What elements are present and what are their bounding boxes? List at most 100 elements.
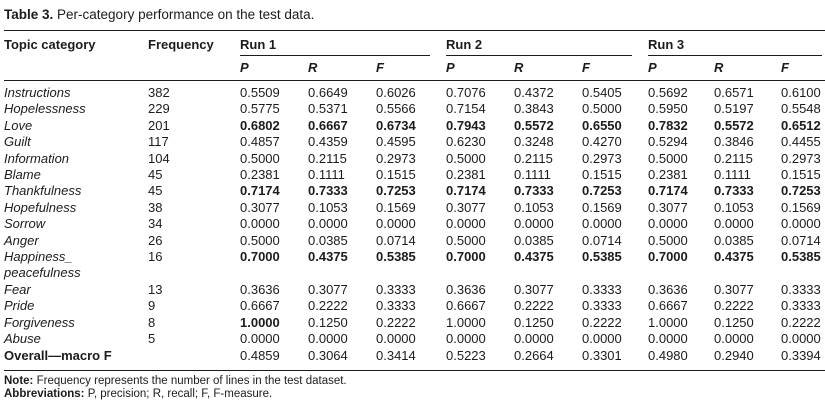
frequency-cell: 5 xyxy=(148,331,156,347)
header-run-3: Run 3 xyxy=(648,31,825,56)
value-cell: 0.5000 xyxy=(240,150,280,166)
value-cell: 0.1569 xyxy=(582,199,622,215)
value-cell: 0.5572 xyxy=(714,117,754,133)
table-title-text: Per-category performance on the test dat… xyxy=(53,7,315,22)
value-cell: 0.1250 xyxy=(714,314,754,330)
value-cell: 0.0000 xyxy=(308,331,348,347)
value-cell: 1.0000 xyxy=(446,314,486,330)
value-cell: 0.5000 xyxy=(446,150,486,166)
value-cell: 1.0000 xyxy=(648,314,688,330)
header-run-2-label: Run 2 xyxy=(446,37,632,56)
value-cell: 0.5371 xyxy=(308,101,348,117)
category-cell: Thankfulness xyxy=(4,183,148,199)
value-cell: 0.7333 xyxy=(514,183,554,199)
value-cell: 0.4372 xyxy=(514,85,554,100)
frequency-cell: 201 xyxy=(148,117,170,133)
value-cell: 0.2381 xyxy=(446,167,486,183)
header-run2-precision: P xyxy=(446,56,514,81)
value-cell: 0.5385 xyxy=(781,249,821,265)
value-cell: 0.7000 xyxy=(446,249,486,265)
value-cell: 0.2222 xyxy=(308,298,348,314)
frequency-cell: 34 xyxy=(148,216,163,232)
value-cell: 0.0385 xyxy=(714,232,754,248)
category-label: Forgiveness xyxy=(4,314,75,330)
header-run-1-label: Run 1 xyxy=(240,37,430,56)
category-cell: Fear xyxy=(4,282,148,298)
value-cell: 0.3333 xyxy=(582,281,622,297)
category-label: Abuse xyxy=(4,331,41,347)
value-cell: 0.7154 xyxy=(446,101,486,117)
value-cell: 0.3248 xyxy=(514,134,554,150)
value-cell: 0.6667 xyxy=(446,298,486,314)
value-cell: 0.6230 xyxy=(446,134,486,150)
category-label: Guilt xyxy=(4,134,31,150)
value-cell: 0.6026 xyxy=(376,85,416,100)
category-label: Instructions xyxy=(4,85,71,100)
value-cell: 0.3077 xyxy=(714,281,754,297)
value-cell: 0.3064 xyxy=(308,347,348,363)
value-cell: 0.1569 xyxy=(781,199,821,215)
value-cell: 0.5566 xyxy=(376,101,416,117)
value-cell: 0.4270 xyxy=(582,134,622,150)
frequency-cell: 45 xyxy=(148,167,163,183)
value-cell: 0.3077 xyxy=(648,199,688,215)
value-cell: 0.6667 xyxy=(648,298,688,314)
value-cell: 0.5000 xyxy=(446,232,486,248)
table-row: Hopelessness 229 0.5775 0.5371 0.5566 0.7154 0… xyxy=(4,101,825,117)
value-cell: 0.2940 xyxy=(714,347,754,363)
value-cell: 0.6100 xyxy=(781,85,821,100)
table-row: Overall—macro F 0.4859 0.3064 0.3414 0.5223 0… xyxy=(4,348,825,371)
frequency-cell xyxy=(148,348,240,371)
value-cell: 0.7253 xyxy=(376,183,416,199)
value-cell: 0.5294 xyxy=(648,134,688,150)
frequency-cell: 382 xyxy=(148,85,170,100)
frequency-cell: 38 xyxy=(148,199,163,215)
value-cell: 0.3846 xyxy=(714,134,754,150)
value-cell: 0.0000 xyxy=(514,331,554,347)
value-cell: 0.5509 xyxy=(240,85,280,100)
category-cell: Instructions xyxy=(4,81,148,102)
category-label: Hopefulness xyxy=(4,199,77,215)
value-cell: 0.1569 xyxy=(376,199,416,215)
value-cell: 0.3077 xyxy=(308,281,348,297)
value-cell: 0.2381 xyxy=(648,167,688,183)
value-cell: 0.0000 xyxy=(781,331,821,347)
table-row: Hopefulness 38 0.3077 0.1053 0.1569 0.3077 0.1… xyxy=(4,200,825,216)
footnote-abbreviations: Abbreviations: P, precision; R, recall; … xyxy=(4,388,825,402)
category-label: Happiness_ xyxy=(4,249,73,265)
value-cell: 0.4857 xyxy=(240,134,280,150)
value-cell: 1.0000 xyxy=(240,314,280,330)
value-cell: 0.2664 xyxy=(514,347,554,363)
value-cell: 0.1250 xyxy=(514,314,554,330)
value-cell: 0.0000 xyxy=(648,216,688,232)
value-cell: 0.3301 xyxy=(582,347,622,363)
value-cell: 0.2115 xyxy=(714,150,753,166)
value-cell: 0.5572 xyxy=(514,117,554,133)
category-cell: Hopefulness xyxy=(4,200,148,216)
value-cell: 0.0385 xyxy=(514,232,554,248)
value-cell: 0.6802 xyxy=(240,117,280,133)
value-cell: 0.0385 xyxy=(308,232,348,248)
value-cell: 0.6667 xyxy=(308,117,348,133)
value-cell: 0.2973 xyxy=(582,150,622,166)
table-row: Anger 26 0.5000 0.0385 0.0714 0.5000 0.0385 0.0… xyxy=(4,233,825,249)
table-row: Fear 13 0.3636 0.3077 0.3333 0.3636 0.3077 0.33… xyxy=(4,282,825,298)
category-label: Sorrow xyxy=(4,216,46,232)
value-cell: 0.1250 xyxy=(308,314,348,330)
value-cell: 0.0000 xyxy=(648,331,688,347)
table-row: Love 201 0.6802 0.6667 0.6734 0.7943 0.5572 0.6… xyxy=(4,118,825,134)
value-cell: 0.5385 xyxy=(376,249,416,265)
value-cell: 0.4980 xyxy=(648,347,688,363)
header-run1-fmeasure: F xyxy=(376,56,446,81)
category-cell: Anger xyxy=(4,233,148,249)
category-cell: Abuse xyxy=(4,331,148,347)
value-cell: 0.0714 xyxy=(376,232,416,248)
value-cell: 0.6550 xyxy=(582,117,622,133)
category-label: Blame xyxy=(4,167,41,183)
header-row-metrics: P R F P R F P R F xyxy=(4,56,825,81)
value-cell: 0.5548 xyxy=(781,101,821,117)
value-cell: 0.6667 xyxy=(240,298,280,314)
table-row: Instructions 382 0.5509 0.6649 0.6026 0.7076 0… xyxy=(4,81,825,102)
value-cell: 0.1515 xyxy=(781,167,821,183)
value-cell: 0.2115 xyxy=(308,150,347,166)
